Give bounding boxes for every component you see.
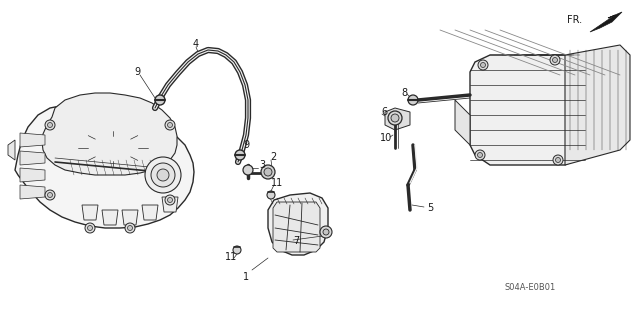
Text: 9: 9 <box>243 140 249 150</box>
Circle shape <box>481 63 486 68</box>
Polygon shape <box>42 93 177 175</box>
Text: FR.: FR. <box>568 15 582 25</box>
Circle shape <box>552 57 557 63</box>
Circle shape <box>320 226 332 238</box>
Polygon shape <box>590 12 622 32</box>
Circle shape <box>45 120 55 130</box>
Circle shape <box>157 169 169 181</box>
Circle shape <box>165 120 175 130</box>
Text: 11: 11 <box>271 178 283 188</box>
Circle shape <box>165 195 175 205</box>
Circle shape <box>391 114 399 122</box>
Polygon shape <box>20 151 45 165</box>
Circle shape <box>151 163 175 187</box>
Circle shape <box>477 152 483 158</box>
Polygon shape <box>20 133 45 147</box>
Text: 1: 1 <box>243 272 249 282</box>
Polygon shape <box>565 45 630 165</box>
Circle shape <box>125 223 135 233</box>
Circle shape <box>478 60 488 70</box>
Circle shape <box>388 111 402 125</box>
Circle shape <box>243 165 253 175</box>
Circle shape <box>155 95 165 105</box>
Polygon shape <box>162 197 178 212</box>
Circle shape <box>261 165 275 179</box>
Circle shape <box>267 191 275 199</box>
Text: 11: 11 <box>225 252 237 262</box>
Text: S04A-E0B01: S04A-E0B01 <box>504 284 556 293</box>
Polygon shape <box>142 205 158 220</box>
Circle shape <box>127 226 132 231</box>
Text: 5: 5 <box>427 203 433 213</box>
Text: 2: 2 <box>270 152 276 162</box>
Polygon shape <box>273 202 320 252</box>
Text: 3: 3 <box>259 160 265 170</box>
Polygon shape <box>15 103 194 228</box>
Circle shape <box>47 192 52 197</box>
Circle shape <box>168 197 173 203</box>
Polygon shape <box>102 210 118 225</box>
Polygon shape <box>20 185 45 199</box>
Text: 4: 4 <box>193 39 199 49</box>
Polygon shape <box>470 55 585 165</box>
Text: 7: 7 <box>293 236 299 246</box>
Text: 9: 9 <box>134 67 140 77</box>
Polygon shape <box>82 205 98 220</box>
Polygon shape <box>455 100 470 145</box>
Circle shape <box>233 246 241 254</box>
Circle shape <box>475 150 485 160</box>
Text: 6: 6 <box>381 107 387 117</box>
Polygon shape <box>122 210 138 225</box>
Circle shape <box>85 223 95 233</box>
Circle shape <box>88 226 93 231</box>
Circle shape <box>168 122 173 128</box>
Circle shape <box>556 158 561 162</box>
Circle shape <box>264 168 272 176</box>
Polygon shape <box>20 168 45 182</box>
Polygon shape <box>8 140 15 160</box>
Circle shape <box>47 122 52 128</box>
Circle shape <box>235 150 245 160</box>
Circle shape <box>408 95 418 105</box>
Polygon shape <box>385 108 410 130</box>
Polygon shape <box>268 193 328 255</box>
Circle shape <box>553 155 563 165</box>
Circle shape <box>323 229 329 235</box>
Text: 8: 8 <box>401 88 407 98</box>
Circle shape <box>145 157 181 193</box>
Circle shape <box>45 190 55 200</box>
Text: 10: 10 <box>380 133 392 143</box>
Circle shape <box>550 55 560 65</box>
